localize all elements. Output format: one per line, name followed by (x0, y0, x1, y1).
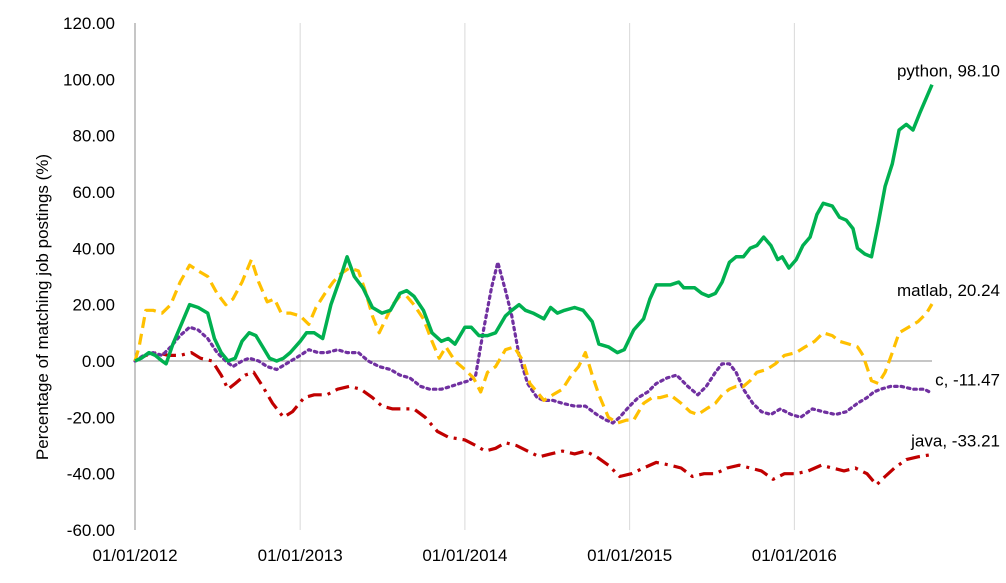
x-tick-label: 01/01/2013 (258, 546, 343, 565)
chart-axes (134, 23, 932, 530)
x-tick-label: 01/01/2015 (587, 546, 672, 565)
series-line-java (134, 351, 933, 487)
x-axis-tick-labels: 01/01/2012 01/01/2013 01/01/2014 01/01/2015… (92, 546, 836, 565)
y-tick-label: -60.00 (67, 521, 115, 540)
end-label-python: python, 98.10 (897, 62, 1000, 81)
y-tick-label: 80.00 (72, 127, 115, 146)
y-tick-label: -20.00 (67, 408, 115, 427)
series-end-labels: python, 98.10 matlab, 20.24 c, -11.47 java,… (897, 62, 1000, 451)
y-tick-label: 20.00 (72, 296, 115, 315)
y-axis-tick-labels: -60.00 -40.00 -20.00 0.00 20.00 40.00 60.00 80.… (63, 14, 115, 540)
series-line-python (134, 84, 934, 366)
end-label-matlab: matlab, 20.24 (897, 281, 1000, 300)
y-axis-title: Percentage of matching job postings (%) (33, 154, 52, 460)
series-line-c (133, 260, 934, 425)
vertical-gridlines (299, 23, 795, 530)
y-tick-label: 120.00 (63, 14, 115, 33)
series-line-matlab (133, 258, 934, 425)
y-tick-label: 100.00 (63, 70, 115, 89)
y-tick-label: -40.00 (67, 465, 115, 484)
series-lines (133, 84, 934, 487)
y-tick-label: 60.00 (72, 183, 115, 202)
end-label-java: java, -33.21 (910, 432, 1000, 451)
end-label-c: c, -11.47 (935, 370, 1000, 389)
x-tick-label: 01/01/2016 (752, 546, 837, 565)
x-tick-label: 01/01/2014 (422, 546, 507, 565)
y-tick-label: 0.00 (82, 352, 115, 371)
y-tick-label: 40.00 (72, 239, 115, 258)
x-tick-label: 01/01/2012 (92, 546, 177, 565)
